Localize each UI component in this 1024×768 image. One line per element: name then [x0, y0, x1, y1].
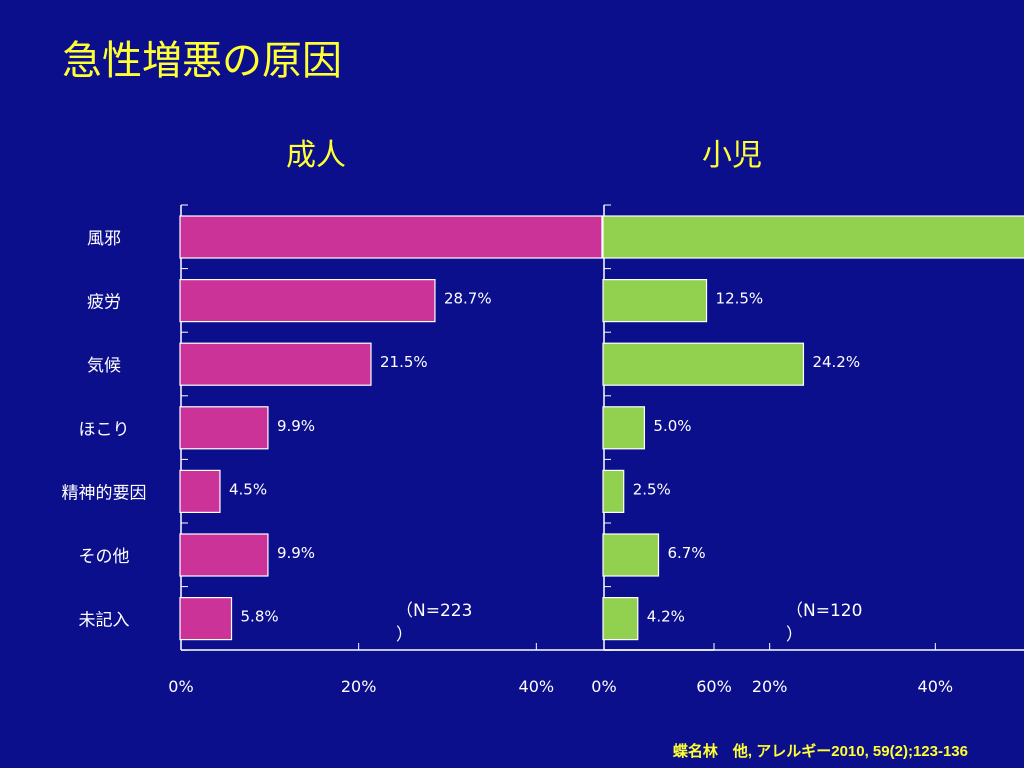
child-x-tick-label: 0% [591, 677, 616, 696]
child-x-tick-label: 20% [752, 677, 788, 696]
adult-data-label: 5.8% [241, 608, 279, 626]
citation: 蝶名林 他, アレルギー2010, 59(2);123-136 [672, 743, 968, 760]
adult-data-label: 9.9% [277, 544, 315, 562]
slide-title: 急性増悪の原因 [62, 38, 342, 84]
category-label: ほこり [79, 420, 130, 440]
adult-x-tick-label: 40% [519, 677, 555, 696]
child-data-label: 12.5% [716, 290, 764, 308]
adult-x-tick-label: 20% [341, 677, 377, 696]
adult-bar [179, 279, 436, 323]
child-bar [602, 342, 805, 386]
adult-x-tick-label: 60% [696, 677, 732, 696]
child-data-label: 5.0% [653, 417, 691, 435]
adult-bar [179, 406, 269, 450]
child-n-label: ） [786, 625, 803, 645]
adult-bar [179, 469, 221, 513]
adult-data-label: 4.5% [229, 480, 267, 498]
adult-data-label: 28.7% [444, 290, 492, 308]
adult-data-label: 21.5% [380, 353, 428, 371]
child-bar [602, 596, 639, 641]
category-label: 風邪 [87, 229, 121, 249]
adult-x-tick-label: 0% [168, 677, 193, 696]
adult-data-label: 9.9% [277, 417, 315, 435]
category-label: 精神的要因 [62, 483, 147, 503]
child-data-label: 2.5% [633, 480, 671, 498]
chart-title-child: 小児 [702, 138, 762, 173]
category-label: 疲労 [87, 293, 121, 313]
child-x-tick-label: 40% [918, 677, 954, 696]
child-bar [602, 215, 1024, 259]
chart-title-adult: 成人 [286, 138, 346, 173]
adult-bar [179, 342, 372, 386]
category-label: その他 [79, 547, 130, 567]
child-data-label: 6.7% [667, 544, 705, 562]
category-label: 気候 [87, 356, 121, 376]
adult-bar [179, 533, 269, 577]
category-label: 未記入 [79, 611, 130, 631]
adult-bar [179, 596, 233, 641]
child-bar [602, 533, 660, 577]
child-data-label: 24.2% [812, 353, 860, 371]
adult-n-label: ） [396, 625, 413, 645]
child-n-label: （N=120 [786, 601, 862, 621]
adult-n-label: （N=223 [396, 601, 472, 621]
child-data-label: 4.2% [647, 608, 685, 626]
adult-bar [179, 215, 603, 259]
child-bar [602, 279, 708, 323]
child-bar [602, 406, 646, 450]
child-bar [602, 469, 625, 513]
